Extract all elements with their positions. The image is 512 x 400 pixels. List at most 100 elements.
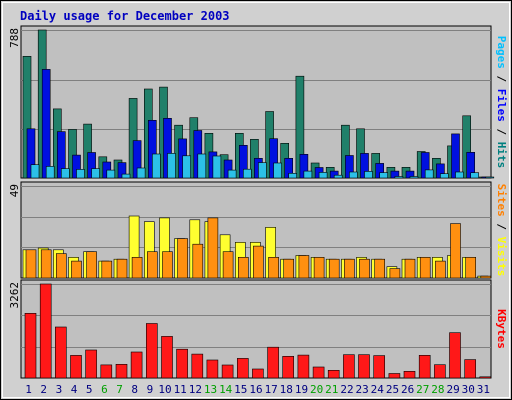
- bar-files-day-29: [451, 133, 460, 179]
- bar-sites-day-19: [298, 255, 310, 279]
- bar-sites-day-31: [480, 275, 492, 279]
- x-tick-label: 24: [371, 383, 385, 396]
- bar-pages-day-11: [182, 155, 191, 179]
- bar-pages-day-19: [303, 170, 313, 179]
- legend-entry: Sites: [495, 184, 508, 217]
- bar-sites-day-16: [253, 245, 264, 279]
- bar-sites-day-10: [162, 251, 173, 279]
- bar-files-day-2: [41, 69, 51, 179]
- panel-kbytes: 3262 KBytes: [8, 279, 508, 379]
- bar-kbytes-day-10: [161, 336, 173, 379]
- bar-pages-day-29: [455, 171, 464, 179]
- bar-pages-day-3: [60, 168, 70, 179]
- bar-pages-day-22: [349, 171, 358, 179]
- bar-sites-day-21: [328, 258, 340, 279]
- legend-entry: /: [495, 217, 508, 237]
- bar-sites-day-17: [268, 256, 279, 279]
- bar-pages-day-5: [91, 168, 100, 179]
- bar-pages-day-7: [121, 173, 131, 179]
- bar-sites-day-30: [465, 256, 477, 279]
- x-axis-day-labels: 1 2 3 4 5 6 7 8 9 10 11 12 13 14 15 16 17 18 19 20 21 22 23 24 2…: [25, 383, 490, 396]
- bar-kbytes-day-8: [130, 351, 143, 379]
- bar-pages-day-21: [333, 174, 343, 179]
- chart-title: Daily usage for December 2003: [20, 9, 230, 23]
- x-tick-label: 14: [219, 383, 233, 396]
- bar-kbytes-day-3: [54, 326, 67, 379]
- bar-sites-day-13: [207, 217, 219, 279]
- bar-pages-day-28: [440, 173, 449, 179]
- series-pages: [30, 153, 495, 179]
- bar-kbytes-day-9: [146, 323, 158, 379]
- x-tick-label: 10: [158, 383, 171, 396]
- y-axis-max-label: 788: [8, 28, 21, 48]
- legend-hits-files-pages: Pages / Files / Hits: [495, 36, 508, 169]
- chart-panels: 788 Pages / Files / Hits 49 Sites / Visits 3…: [8, 25, 508, 379]
- y-axis-max-label: 49: [8, 184, 21, 197]
- bar-pages-day-6: [106, 169, 116, 179]
- x-tick-label: 30: [462, 383, 475, 396]
- bar-sites-day-23: [359, 258, 370, 279]
- bar-sites-day-18: [283, 258, 295, 279]
- x-tick-label: 4: [71, 383, 78, 396]
- bar-kbytes-day-1: [24, 312, 37, 379]
- bar-sites-day-28: [435, 260, 446, 279]
- bar-kbytes-day-31: [479, 376, 492, 379]
- legend-entry: Pages: [495, 36, 508, 69]
- bar-kbytes-day-7: [115, 363, 128, 379]
- bar-sites-day-22: [344, 258, 355, 279]
- bar-sites-day-3: [55, 253, 67, 279]
- bar-kbytes-day-16: [252, 368, 264, 379]
- bar-pages-day-14: [227, 169, 237, 179]
- bar-kbytes-day-23: [358, 354, 370, 379]
- bar-kbytes-day-12: [191, 353, 204, 379]
- bar-sites-day-11: [177, 238, 188, 279]
- bar-kbytes-day-6: [100, 364, 113, 379]
- bar-pages-day-27: [424, 169, 434, 179]
- bar-kbytes-day-14: [221, 364, 234, 379]
- bar-pages-day-2: [45, 166, 55, 179]
- x-tick-label: 5: [86, 383, 93, 396]
- bar-sites-day-24: [374, 258, 386, 279]
- bar-kbytes-day-4: [70, 355, 82, 379]
- x-tick-label: 15: [234, 383, 247, 396]
- legend-entry: /: [495, 69, 508, 89]
- panel-visits-sites: 49 Sites / Visits: [8, 181, 508, 279]
- bar-pages-day-16: [258, 162, 267, 179]
- y-axis-max-label: 3262: [8, 282, 21, 309]
- x-tick-label: 31: [477, 383, 490, 396]
- x-tick-label: 6: [101, 383, 108, 396]
- bar-pages-day-13: [212, 155, 222, 179]
- bar-pages-day-26: [409, 176, 419, 179]
- x-tick-label: 27: [416, 383, 429, 396]
- bar-kbytes-day-13: [206, 359, 219, 379]
- bar-kbytes-day-5: [85, 349, 97, 379]
- x-tick-label: 25: [386, 383, 399, 396]
- bar-pages-day-10: [167, 153, 176, 179]
- x-tick-label: 28: [431, 383, 444, 396]
- bar-sites-day-29: [450, 223, 461, 279]
- x-tick-label: 12: [189, 383, 202, 396]
- bar-kbytes-day-2: [39, 283, 52, 379]
- bar-kbytes-day-28: [434, 364, 446, 379]
- bar-sites-day-6: [101, 260, 113, 279]
- series-kbytes: [24, 283, 492, 379]
- bar-sites-day-5: [86, 251, 97, 279]
- x-tick-label: 22: [340, 383, 353, 396]
- bar-pages-day-9: [152, 153, 161, 179]
- legend-kbytes: KBytes: [495, 309, 508, 349]
- bar-pages-day-18: [288, 173, 298, 179]
- bar-pages-day-25: [394, 176, 404, 179]
- legend-entry: Files: [495, 89, 508, 122]
- legend-entry: KBytes: [495, 309, 508, 349]
- x-tick-label: 26: [401, 383, 414, 396]
- bar-kbytes-day-11: [176, 348, 188, 379]
- bar-kbytes-day-18: [282, 355, 295, 379]
- legend-entry: /: [495, 122, 508, 142]
- bar-sites-day-25: [389, 268, 401, 279]
- bar-sites-day-20: [313, 256, 325, 279]
- x-tick-label: 2: [40, 383, 47, 396]
- bar-pages-day-17: [273, 162, 282, 179]
- bar-sites-day-2: [40, 249, 52, 279]
- bar-pages-day-20: [318, 172, 328, 179]
